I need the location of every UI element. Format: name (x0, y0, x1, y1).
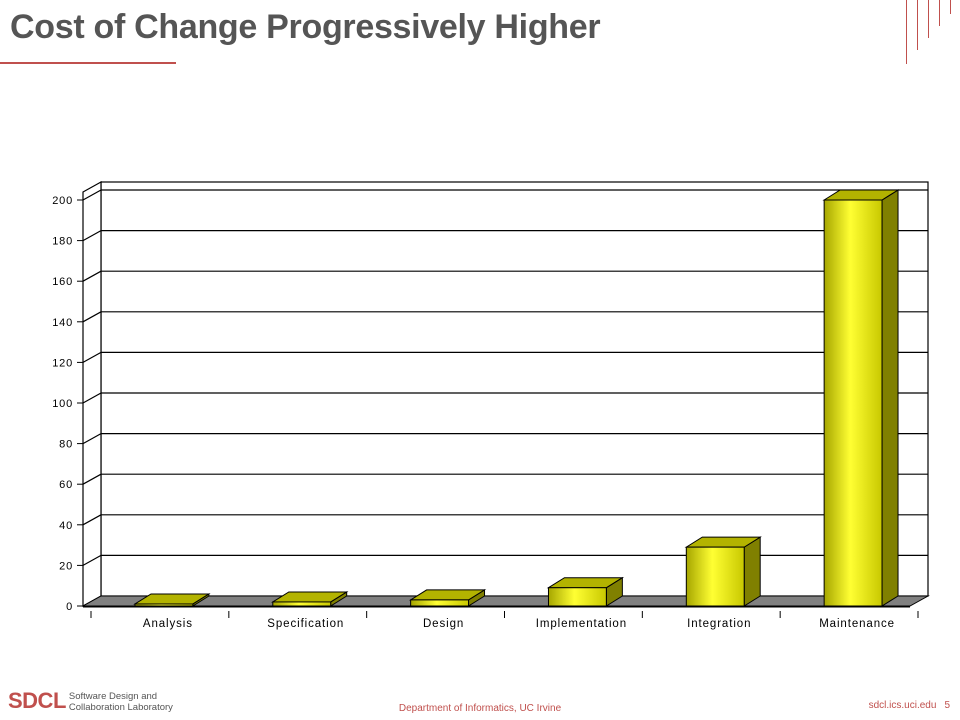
slide-title: Cost of Change Progressively Higher (10, 8, 601, 46)
x-tick-label: Integration (687, 618, 751, 630)
gridline-side (82, 392, 102, 404)
footer-department: Department of Informatics, UC Irvine (398, 703, 562, 714)
x-tick-label: Implementation (536, 618, 627, 630)
x-tick-label: Specification (267, 618, 344, 630)
y-tick-label: 60 (59, 479, 73, 491)
sdcl-logo: SDCL Software Design and Collaboration L… (8, 688, 173, 714)
gridline-side (82, 270, 102, 282)
plot-back-wall (100, 181, 929, 597)
y-tick-label: 180 (52, 236, 73, 248)
sdcl-logo-subtitle: Software Design and Collaboration Labora… (69, 691, 173, 713)
gridline-side (82, 351, 102, 363)
bar (272, 601, 332, 607)
sdcl-logo-text: SDCL (8, 688, 66, 713)
bar (410, 599, 470, 607)
gridline-side (82, 189, 102, 201)
gridline-side (82, 311, 102, 323)
y-tick-label: 100 (52, 398, 73, 410)
decor-line (928, 0, 929, 38)
sdcl-subtitle-line: Collaboration Laboratory (68, 702, 173, 713)
y-tick-label: 160 (52, 276, 73, 288)
decor-line (906, 0, 907, 64)
bar (134, 603, 194, 607)
gridline-side (82, 554, 102, 566)
x-tick-label: Maintenance (819, 618, 895, 630)
y-tick-label: 140 (52, 317, 73, 329)
bar-side (881, 189, 899, 607)
gridline-side (82, 230, 102, 242)
y-tick-label: 200 (52, 195, 73, 207)
plot-floor (81, 595, 930, 607)
y-tick-label: 120 (52, 357, 73, 369)
y-tick-label: 40 (59, 520, 73, 532)
bar (547, 587, 607, 607)
gridline-side (82, 514, 102, 526)
gridline-side (82, 433, 102, 445)
decor-line (939, 0, 940, 26)
bar-side (743, 536, 761, 607)
bar (685, 546, 745, 607)
title-underline (0, 62, 176, 64)
x-tick-label: Analysis (143, 618, 193, 630)
footer-url: sdcl.ics.uci.edu (868, 700, 937, 711)
sdcl-subtitle-line: Software Design and (68, 691, 158, 702)
y-tick-label: 80 (59, 439, 73, 451)
footer-url-group: sdcl.ics.uci.edu 5 (869, 700, 950, 711)
y-tick-label: 20 (59, 560, 73, 572)
page-number: 5 (944, 700, 950, 711)
x-tick-label: Design (423, 618, 464, 630)
decor-line (917, 0, 918, 50)
decor-line (950, 0, 951, 14)
bar (823, 199, 883, 607)
y-tick-label: 0 (66, 601, 73, 613)
gridline-side (82, 473, 102, 485)
